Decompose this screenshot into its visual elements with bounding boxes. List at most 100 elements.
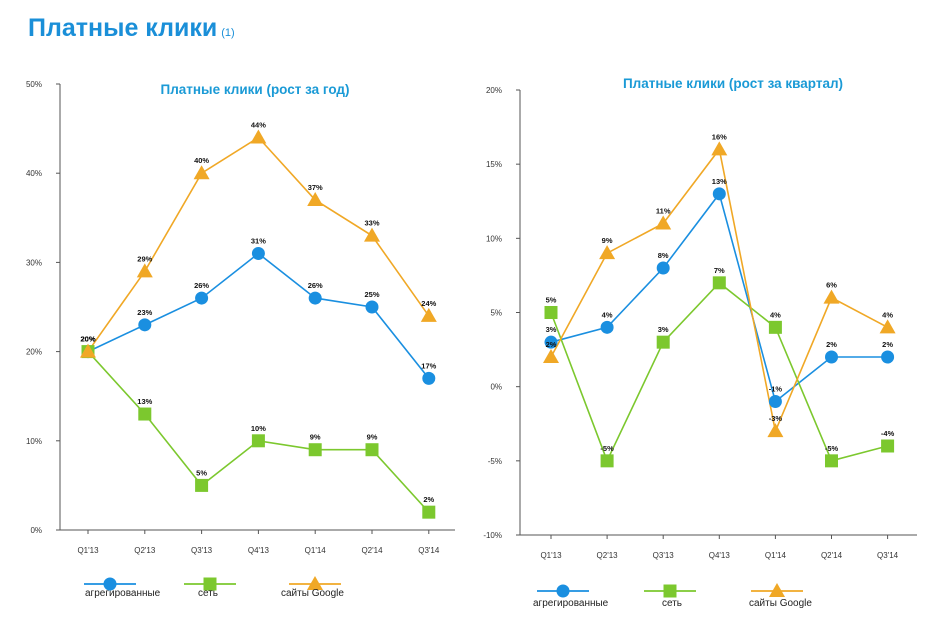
data-label: 5% <box>546 296 557 305</box>
data-point-triangle <box>711 141 728 156</box>
y-tick-label: 20% <box>26 348 42 357</box>
data-point-square <box>138 407 152 421</box>
data-label: 9% <box>602 236 613 245</box>
data-point-triangle <box>543 349 559 363</box>
x-tick-label: Q2'13 <box>597 551 619 560</box>
data-label: 13% <box>137 397 152 406</box>
data-label: 11% <box>656 207 671 216</box>
data-point-square <box>365 443 379 457</box>
chart-yearly-growth: Платные клики (рост за год) 0% 10% 20% 30% 40… <box>26 80 455 599</box>
data-point-square <box>825 454 838 468</box>
x-tick-label: Q4'13 <box>248 546 270 555</box>
legend-label: агрегированные <box>533 598 609 609</box>
data-point-square <box>422 505 436 519</box>
legend-label: сеть <box>198 588 218 599</box>
y-tick-label: 30% <box>26 258 42 267</box>
data-label: 25% <box>364 290 379 299</box>
data-label: 2% <box>546 340 557 349</box>
x-tick-label: Q4'13 <box>709 551 731 560</box>
data-point-triangle <box>879 319 896 334</box>
data-label: 13% <box>712 177 727 186</box>
data-label: 2% <box>882 340 893 349</box>
y-tick-label: 0% <box>490 383 502 392</box>
y-tick-label: 40% <box>26 169 42 178</box>
data-point-triangle <box>767 423 784 438</box>
data-label: -5% <box>600 444 614 453</box>
y-tick-label: -5% <box>488 457 502 466</box>
page-title: Платные клики (1) <box>28 14 235 43</box>
page-title-note: (1) <box>221 27 235 39</box>
legend-label: агрегированные <box>85 588 161 599</box>
x-tick-label: Q2'14 <box>821 551 843 560</box>
page-title-text: Платные клики <box>28 14 218 42</box>
data-label: 33% <box>364 219 379 228</box>
data-point-triangle <box>307 191 324 206</box>
x-tick-label: Q3'13 <box>653 551 675 560</box>
data-label: 4% <box>770 310 781 319</box>
data-label: 3% <box>546 325 557 334</box>
data-label: 24% <box>421 299 436 308</box>
data-label: 37% <box>308 183 323 192</box>
data-point-circle <box>251 246 265 260</box>
data-point-triangle <box>136 263 153 278</box>
data-label: 26% <box>194 281 209 290</box>
x-tick-label: Q2'14 <box>361 546 383 555</box>
x-tick-label: Q1'13 <box>77 546 99 555</box>
data-point-square <box>768 320 782 334</box>
y-tick-label: -10% <box>483 531 502 540</box>
data-point-triangle <box>250 129 267 144</box>
data-point-circle <box>365 300 379 314</box>
data-label: -5% <box>825 444 839 453</box>
data-point-square <box>881 439 895 453</box>
y-tick-label: 0% <box>30 526 42 535</box>
y-tick-label: 50% <box>26 80 42 89</box>
data-point-square <box>600 454 614 468</box>
data-point-square <box>195 478 209 492</box>
data-point-square <box>544 306 558 319</box>
data-label: 20% <box>80 335 95 344</box>
data-point-circle <box>422 371 436 385</box>
legend-marker-circle <box>556 584 570 598</box>
x-tick-label: Q1'14 <box>305 546 327 555</box>
legend-marker-triangle <box>307 576 323 590</box>
data-point-circle <box>544 335 558 349</box>
data-label: 4% <box>882 310 893 319</box>
legend-marker-square <box>203 577 217 591</box>
data-label: 16% <box>712 132 727 141</box>
data-point-triangle <box>655 215 672 230</box>
data-label: 17% <box>421 361 436 370</box>
chart-quarterly-growth: Платные клики (рост за квартал) -10% -5% 0%… <box>483 76 917 609</box>
data-label: 5% <box>196 468 207 477</box>
data-point-circle <box>195 291 209 305</box>
data-label: 2% <box>423 495 434 504</box>
data-point-square <box>656 335 670 349</box>
x-tick-label: Q3'14 <box>877 551 899 560</box>
data-point-circle <box>138 318 152 332</box>
data-label: 9% <box>310 433 321 442</box>
legend-label: сеть <box>662 598 682 609</box>
data-label: 29% <box>137 254 152 263</box>
data-point-circle <box>656 261 670 275</box>
data-point-square <box>251 434 265 448</box>
data-point-circle <box>768 395 782 408</box>
x-tick-label: Q1'14 <box>765 551 787 560</box>
data-point-triangle <box>193 165 210 180</box>
series-line-circle <box>550 192 888 403</box>
data-label: 31% <box>251 236 266 245</box>
data-point-triangle <box>364 227 380 242</box>
x-tick-label: Q1'13 <box>540 551 562 560</box>
x-tick-label: Q3'14 <box>418 546 440 555</box>
data-label: 6% <box>826 281 837 290</box>
data-point-circle <box>825 350 838 364</box>
data-label: 4% <box>602 310 613 319</box>
data-label: 26% <box>308 281 323 290</box>
chart-title: Платные клики (рост за квартал) <box>623 76 843 91</box>
data-point-triangle <box>420 307 437 322</box>
legend-marker-circle <box>103 577 117 591</box>
data-point-square <box>712 276 726 290</box>
data-label: 7% <box>714 266 725 275</box>
y-tick-label: 15% <box>486 160 502 169</box>
data-point-circle <box>881 350 895 364</box>
data-point-triangle <box>80 343 96 358</box>
